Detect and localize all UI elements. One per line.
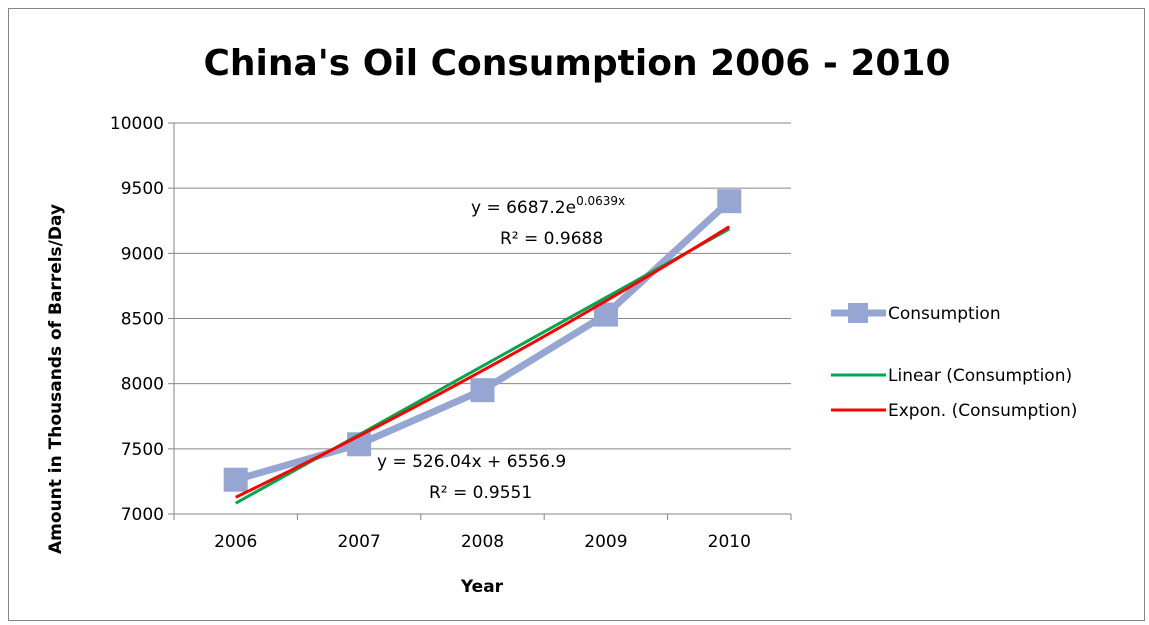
expon-equation-exponent: 0.0639x (576, 194, 625, 208)
y-tick-label: 10000 (110, 114, 164, 134)
legend-item-expon: Expon. (Consumption) (831, 401, 1077, 421)
x-tick-label: 2010 (708, 532, 751, 552)
x-tick-label: 2008 (461, 532, 504, 552)
legend-swatch-consumption-marker (848, 303, 868, 323)
y-tick-label: 7000 (121, 505, 164, 525)
trendline-expon (235, 225, 731, 499)
gridlines (174, 122, 791, 450)
y-tick-label: 8500 (121, 310, 164, 330)
legend-label-consumption: Consumption (888, 304, 1001, 324)
chart-frame: China's Oil Consumption 2006 - 2010 Amou… (8, 8, 1145, 621)
y-tick-label: 8000 (121, 375, 164, 395)
expon-equation: y = 6687.2e0.0639x (471, 194, 625, 218)
y-tick-label: 9500 (121, 179, 164, 199)
trendline-layer (234, 225, 731, 505)
x-tick-label: 2009 (584, 532, 627, 552)
legend-item-linear: Linear (Consumption) (831, 366, 1072, 386)
y-tick-label: 9000 (121, 244, 164, 264)
y-tick-label: 7500 (121, 440, 164, 460)
series-marker-consumption (223, 467, 248, 492)
legend-item-consumption: Consumption (831, 303, 1001, 324)
chart-svg: China's Oil Consumption 2006 - 2010 Amou… (46, 43, 1077, 597)
y-axis-title: Amount in Thousands of Barrels/Day (46, 204, 66, 554)
expon-equation-base: y = 6687.2e (471, 198, 576, 218)
series-line-consumption (234, 198, 732, 484)
axes (168, 122, 792, 520)
x-tick-label: 2007 (337, 532, 380, 552)
series-layer (223, 189, 742, 492)
x-tick-label: 2006 (214, 532, 257, 552)
series-marker-consumption (470, 378, 495, 403)
x-tick-labels: 2006 2007 2008 2009 2010 (214, 532, 751, 552)
linear-r2: R² = 0.9551 (429, 483, 532, 503)
series-marker-consumption (717, 189, 742, 214)
chart-title: China's Oil Consumption 2006 - 2010 (203, 43, 950, 84)
legend-label-expon: Expon. (Consumption) (888, 401, 1077, 421)
linear-equation: y = 526.04x + 6556.9 (377, 452, 566, 472)
legend: Consumption Linear (Consumption) Expon. … (831, 303, 1077, 421)
x-axis-title: Year (460, 577, 504, 597)
linear-equation-annotation: y = 526.04x + 6556.9 R² = 0.9551 (377, 452, 566, 503)
expon-r2: R² = 0.9688 (500, 229, 603, 249)
expon-equation-annotation: y = 6687.2e0.0639x R² = 0.9688 (471, 194, 625, 249)
legend-label-linear: Linear (Consumption) (888, 366, 1072, 386)
y-tick-labels: 7000 7500 8000 8500 9000 9500 10000 (110, 114, 164, 525)
